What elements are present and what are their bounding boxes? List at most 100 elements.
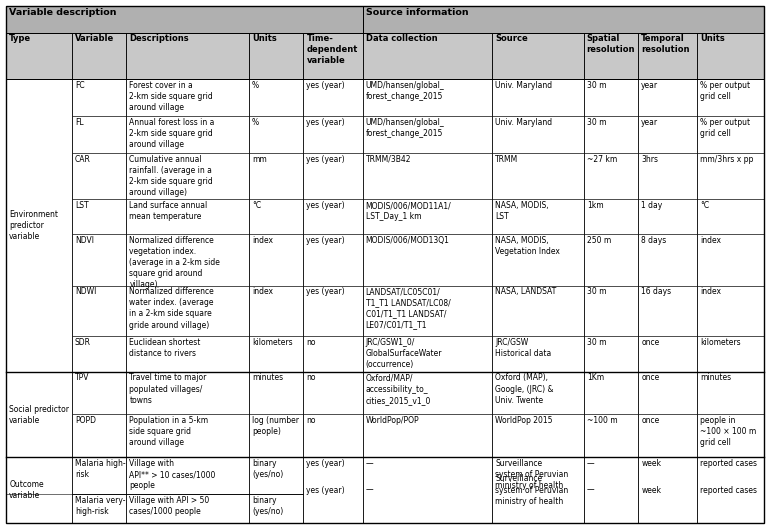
- Text: Village with API > 50
cases/1000 people: Village with API > 50 cases/1000 people: [129, 496, 209, 516]
- Bar: [638, 414, 698, 458]
- Text: Univ. Maryland: Univ. Maryland: [495, 118, 553, 127]
- Bar: [584, 33, 638, 79]
- Text: JRC/GSW
Historical data: JRC/GSW Historical data: [495, 338, 551, 358]
- Bar: [303, 153, 363, 199]
- Bar: [363, 116, 492, 153]
- Bar: [638, 286, 698, 336]
- Text: —: —: [366, 486, 373, 495]
- Bar: [492, 336, 584, 372]
- Text: kilometers: kilometers: [701, 338, 741, 346]
- Bar: [303, 33, 363, 79]
- Text: CAR: CAR: [75, 155, 91, 164]
- Bar: [584, 153, 638, 199]
- Text: NASA, LANDSAT: NASA, LANDSAT: [495, 287, 557, 296]
- Bar: [303, 286, 363, 336]
- Bar: [584, 199, 638, 234]
- Text: Cumulative annual
rainfall. (average in a
2-km side square grid
around village): Cumulative annual rainfall. (average in …: [129, 155, 213, 197]
- Text: log (number
people): log (number people): [252, 416, 299, 436]
- Bar: [698, 286, 764, 336]
- Text: —: —: [587, 459, 594, 468]
- Bar: [492, 79, 584, 116]
- Text: Temporal
resolution: Temporal resolution: [641, 34, 690, 54]
- Bar: [698, 458, 764, 495]
- Text: 3hrs: 3hrs: [641, 155, 658, 164]
- Text: WorldPop/POP: WorldPop/POP: [366, 416, 420, 425]
- Text: NDVI: NDVI: [75, 236, 94, 245]
- Bar: [363, 336, 492, 372]
- Text: —: —: [587, 486, 594, 495]
- Bar: [126, 414, 249, 458]
- Text: Euclidean shortest
distance to rivers: Euclidean shortest distance to rivers: [129, 338, 201, 358]
- Bar: [698, 33, 764, 79]
- Bar: [492, 116, 584, 153]
- Bar: [72, 153, 126, 199]
- Bar: [492, 234, 584, 286]
- Text: yes (year): yes (year): [306, 81, 345, 90]
- Text: once: once: [641, 373, 659, 382]
- Text: no: no: [306, 338, 316, 346]
- Text: minutes: minutes: [252, 373, 283, 382]
- Text: POPD: POPD: [75, 416, 96, 425]
- Bar: [492, 153, 584, 199]
- Bar: [303, 234, 363, 286]
- Bar: [584, 458, 638, 495]
- Text: 1 day: 1 day: [641, 201, 662, 210]
- Text: yes (year): yes (year): [306, 287, 345, 296]
- Bar: [249, 458, 303, 495]
- Text: Forest cover in a
2-km side square grid
around village: Forest cover in a 2-km side square grid …: [129, 81, 213, 112]
- Bar: [303, 199, 363, 234]
- Bar: [126, 458, 249, 495]
- Bar: [492, 33, 584, 79]
- Text: mm/3hrs x pp: mm/3hrs x pp: [701, 155, 754, 164]
- Text: binary
(yes/no): binary (yes/no): [252, 459, 283, 479]
- Bar: [126, 234, 249, 286]
- Bar: [249, 286, 303, 336]
- Bar: [72, 33, 126, 79]
- Text: 1km: 1km: [587, 201, 604, 210]
- Bar: [126, 33, 249, 79]
- Text: mm: mm: [252, 155, 266, 164]
- Text: Data collection: Data collection: [366, 34, 437, 43]
- Text: Source: Source: [495, 34, 528, 43]
- Bar: [492, 372, 584, 414]
- Bar: [363, 495, 492, 523]
- Bar: [6, 79, 72, 372]
- Text: Outcome
variable: Outcome variable: [9, 480, 44, 500]
- Bar: [492, 286, 584, 336]
- Bar: [126, 199, 249, 234]
- Bar: [698, 414, 764, 458]
- Text: yes (year): yes (year): [306, 201, 345, 210]
- Text: 30 m: 30 m: [587, 81, 606, 90]
- Bar: [249, 153, 303, 199]
- Bar: [638, 458, 698, 495]
- Text: Social predictor
variable: Social predictor variable: [9, 405, 69, 425]
- Bar: [363, 286, 492, 336]
- Text: Environment
predictor
variable: Environment predictor variable: [9, 210, 59, 241]
- Text: —: —: [366, 459, 373, 468]
- Text: UMD/hansen/global_
forest_change_2015: UMD/hansen/global_ forest_change_2015: [366, 118, 444, 138]
- Bar: [584, 116, 638, 153]
- Text: yes (year): yes (year): [306, 155, 345, 164]
- Text: year: year: [641, 81, 658, 90]
- Bar: [492, 458, 584, 495]
- Text: 8 days: 8 days: [641, 236, 666, 245]
- Bar: [584, 286, 638, 336]
- Text: 1Km: 1Km: [587, 373, 604, 382]
- Bar: [698, 234, 764, 286]
- Bar: [363, 372, 492, 414]
- Text: Surveillance
system of Peruvian
ministry of health: Surveillance system of Peruvian ministry…: [495, 459, 569, 490]
- Bar: [363, 458, 492, 495]
- Bar: [249, 33, 303, 79]
- Bar: [303, 414, 363, 458]
- Bar: [638, 116, 698, 153]
- Bar: [638, 79, 698, 116]
- Bar: [698, 199, 764, 234]
- Bar: [72, 234, 126, 286]
- Bar: [698, 336, 764, 372]
- Bar: [584, 79, 638, 116]
- Text: TRMM/3B42: TRMM/3B42: [366, 155, 411, 164]
- Bar: [249, 199, 303, 234]
- Text: 30 m: 30 m: [587, 118, 606, 127]
- Text: LST: LST: [75, 201, 89, 210]
- Text: once: once: [641, 338, 659, 346]
